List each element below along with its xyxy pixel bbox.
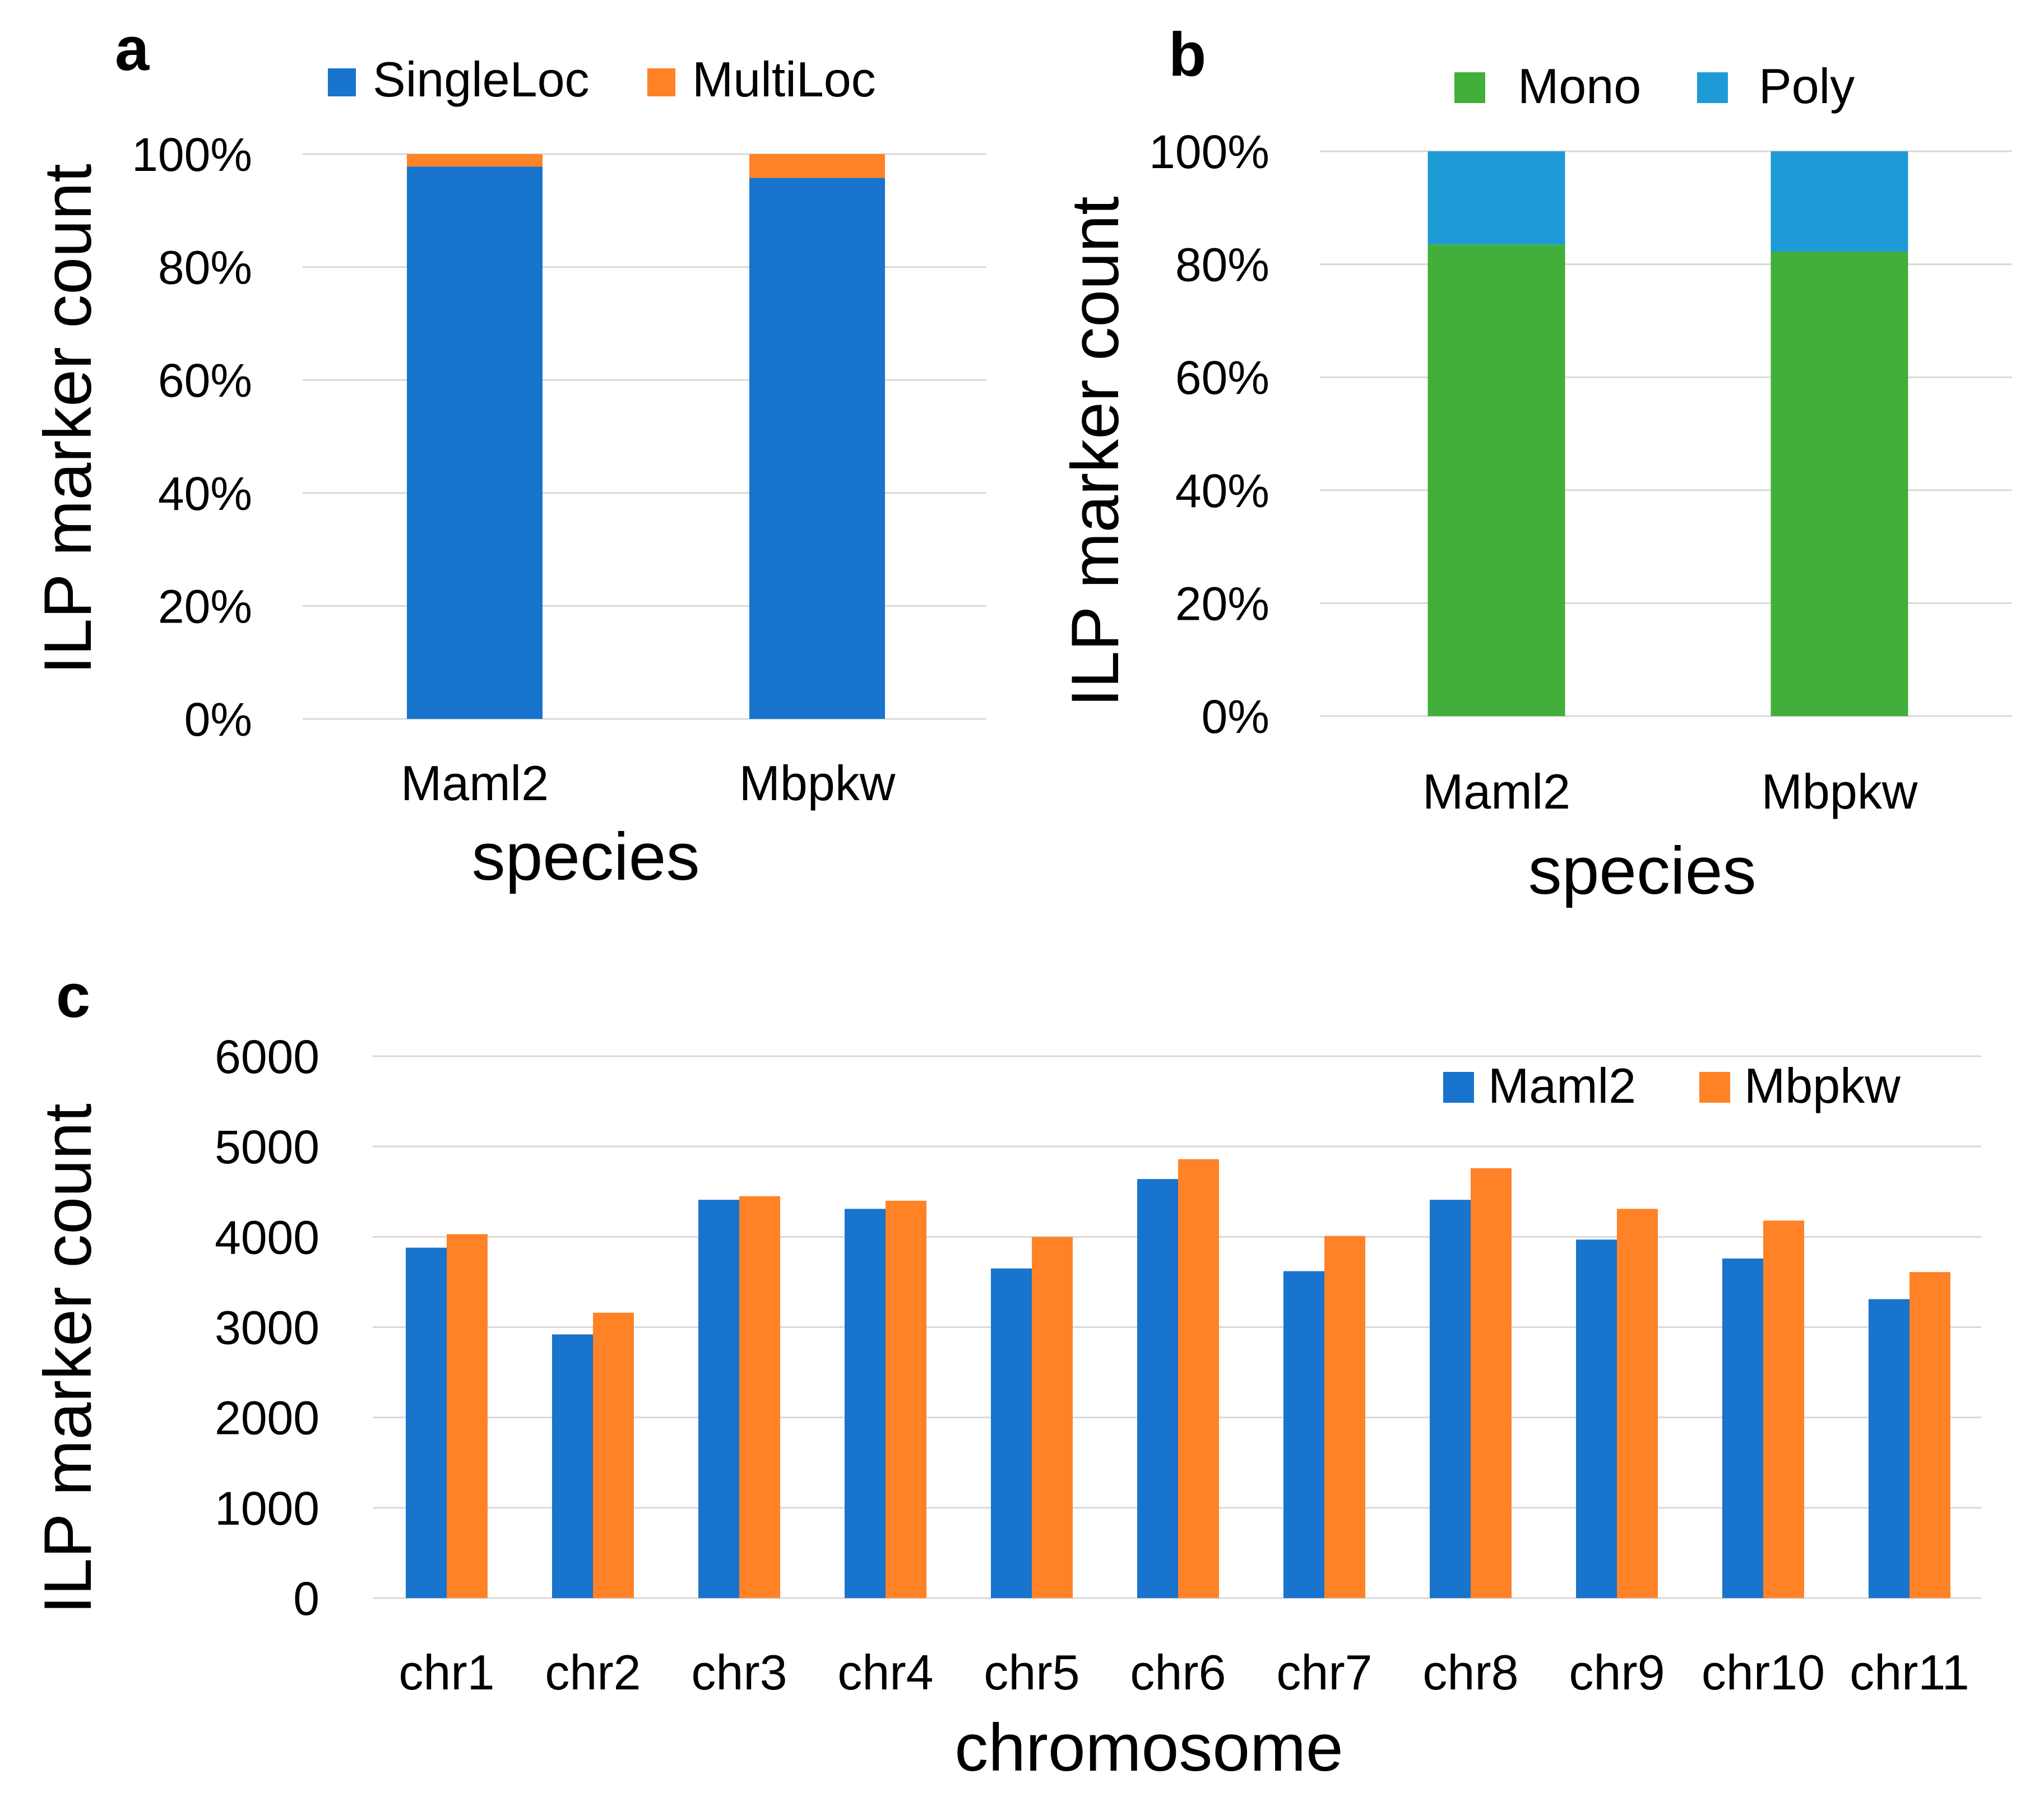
bar-maml2-chr9 (1576, 1239, 1617, 1598)
y-tick-label-b: 40% (1175, 465, 1269, 517)
bar-maml2-chr10 (1722, 1259, 1763, 1598)
x-tick-label-c: chr6 (1130, 1645, 1226, 1700)
x-tick-label-c: chr2 (545, 1645, 641, 1700)
bar-mbpkw-chr8 (1471, 1168, 1512, 1598)
y-tick-label-c: 5000 (215, 1121, 319, 1173)
bar-poly-mbpkw (1770, 151, 1908, 252)
panel-b: b Mono Poly 0% 20% 40% 60% 80% 100% Maml2 Mbpk… (1058, 20, 2012, 908)
x-axis-title-b: species (1528, 833, 1756, 908)
legend-label-singleloc: SingleLoc (373, 52, 590, 107)
panel-a: a SingleLoc MultiLoc 0%20%40%60%80%100% … (30, 15, 986, 894)
y-tick-label-a: 60% (158, 354, 252, 407)
bar-maml2-chr3 (698, 1200, 739, 1598)
bar-mono-mbpkw (1770, 252, 1908, 716)
bar-mbpkw-chr9 (1617, 1209, 1658, 1598)
y-tick-label-a: 40% (158, 467, 252, 520)
bar-multiloc-mbpkw (749, 154, 885, 178)
bar-mbpkw-chr3 (739, 1196, 780, 1598)
x-tick-label-c: chr7 (1276, 1645, 1372, 1700)
bar-maml2-chr11 (1869, 1299, 1909, 1598)
x-tick-label-a: Maml2 (401, 755, 549, 811)
y-axis-title-a: ILP marker count (30, 164, 105, 675)
bar-multiloc-maml2 (407, 154, 543, 167)
x-tick-label-c: chr8 (1422, 1645, 1518, 1700)
legend-a: SingleLoc MultiLoc (328, 52, 876, 107)
panel-label-a: a (115, 15, 150, 83)
x-tick-label-c: chr11 (1850, 1645, 1969, 1700)
legend-b: Mono Poly (1454, 58, 1855, 114)
bar-mbpkw-chr6 (1178, 1159, 1219, 1598)
x-axis-title-c: chromosome (954, 1710, 1343, 1785)
legend-swatch-mono (1454, 72, 1485, 103)
panel-label-b: b (1169, 20, 1206, 89)
bar-maml2-chr4 (845, 1209, 886, 1598)
x-tick-label-c: chr9 (1569, 1645, 1665, 1700)
y-tick-label-c: 1000 (215, 1482, 319, 1535)
bar-mbpkw-chr11 (1909, 1272, 1950, 1598)
bar-mbpkw-chr4 (886, 1200, 926, 1598)
bar-maml2-chr1 (406, 1247, 447, 1598)
x-tick-label-b: Mbpkw (1762, 764, 1918, 819)
x-tick-label-c: chr10 (1702, 1645, 1825, 1700)
x-tick-label-b: Maml2 (1422, 764, 1570, 819)
bar-mbpkw-chr2 (593, 1312, 634, 1598)
legend-label-poly: Poly (1759, 58, 1855, 114)
bar-mbpkw-chr5 (1032, 1237, 1073, 1598)
bar-maml2-chr5 (991, 1268, 1032, 1598)
y-tick-label-c: 4000 (215, 1211, 319, 1264)
y-axis-title-b: ILP marker count (1058, 196, 1133, 707)
x-tick-label-c: chr3 (691, 1645, 787, 1700)
y-tick-label-c: 2000 (215, 1392, 319, 1445)
x-tick-label-a: Mbpkw (739, 755, 896, 811)
bar-maml2-chr2 (552, 1334, 593, 1598)
legend-label-maml2: Maml2 (1488, 1058, 1636, 1113)
legend-swatch-poly (1697, 72, 1728, 103)
y-tick-label-b: 100% (1149, 126, 1269, 178)
y-tick-label-a: 0% (184, 693, 252, 746)
y-tick-label-a: 100% (132, 128, 252, 181)
legend-swatch-multiloc (647, 68, 675, 96)
y-tick-label-b: 0% (1202, 690, 1269, 743)
panel-label-c: c (56, 962, 90, 1030)
bar-singleloc-maml2 (407, 166, 543, 719)
panel-c: c Maml2 Mbpkw 0100020003000400050006000 … (30, 962, 1981, 1785)
y-tick-label-a: 80% (158, 242, 252, 294)
bar-mbpkw-chr7 (1324, 1236, 1365, 1598)
bar-maml2-chr6 (1137, 1179, 1178, 1598)
y-tick-label-a: 20% (158, 580, 252, 633)
bar-mbpkw-chr1 (447, 1234, 488, 1598)
bar-maml2-chr8 (1430, 1200, 1471, 1598)
bar-poly-maml2 (1427, 151, 1565, 245)
x-tick-label-c: chr1 (398, 1645, 494, 1700)
y-tick-label-c: 0 (293, 1572, 319, 1625)
legend-swatch-singleloc (328, 68, 356, 96)
bar-mono-maml2 (1427, 244, 1565, 716)
bar-maml2-chr7 (1283, 1271, 1324, 1598)
x-axis-title-a: species (472, 819, 700, 894)
y-axis-title-c: ILP marker count (30, 1103, 105, 1614)
y-tick-label-b: 60% (1175, 351, 1269, 404)
y-tick-label-c: 6000 (215, 1030, 319, 1083)
legend-label-multiloc: MultiLoc (692, 52, 876, 107)
legend-label-mono: Mono (1518, 58, 1641, 114)
x-tick-label-c: chr4 (837, 1645, 933, 1700)
bar-singleloc-mbpkw (749, 178, 885, 719)
y-tick-label-b: 80% (1175, 239, 1269, 291)
y-tick-label-c: 3000 (215, 1302, 319, 1354)
x-tick-label-c: chr5 (984, 1645, 1079, 1700)
legend-swatch-maml2 (1443, 1072, 1474, 1103)
legend-c: Maml2 Mbpkw (1443, 1058, 1901, 1113)
legend-swatch-mbpkw (1699, 1072, 1730, 1103)
y-tick-label-b: 20% (1175, 577, 1269, 630)
legend-label-mbpkw: Mbpkw (1744, 1058, 1901, 1113)
bar-mbpkw-chr10 (1763, 1220, 1804, 1598)
